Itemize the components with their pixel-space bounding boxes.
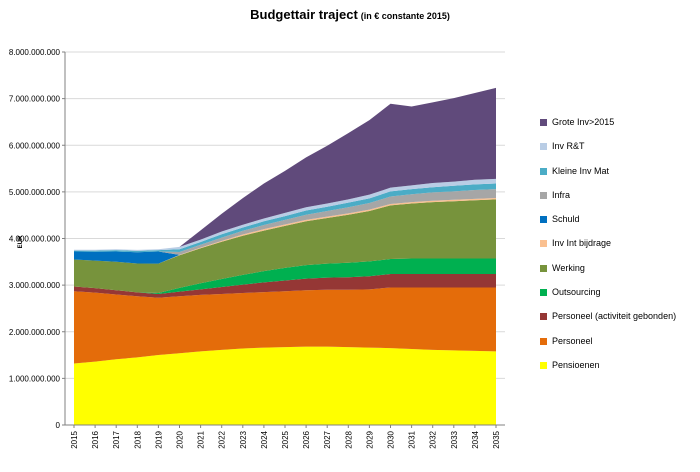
y-tick-label-8: 8.000.000.000 (9, 48, 61, 57)
x-tick-label-13: 2028 (344, 430, 353, 448)
x-tick-label-2: 2017 (112, 430, 121, 448)
chart-subtitle: (in € constante 2015) (360, 11, 450, 21)
x-tick-label-8: 2023 (239, 430, 248, 448)
legend-item-5: Inv Int bijdrage (540, 238, 700, 262)
legend-label-4: Schuld (552, 214, 580, 225)
x-tick-label-19: 2034 (471, 430, 480, 448)
legend-swatch-6 (540, 264, 547, 272)
legend-swatch-2 (540, 167, 547, 175)
x-tick-label-11: 2026 (302, 430, 311, 448)
legend-swatch-0 (540, 119, 547, 126)
legend-item-10: Pensioenen (540, 360, 700, 384)
x-tick-label-16: 2031 (408, 430, 417, 448)
legend-label-10: Pensioenen (552, 359, 600, 370)
y-tick-label-1: 1.000.000.000 (9, 374, 61, 383)
series-area-8 (74, 183, 496, 253)
legend-item-0: Grote Inv>2015 (540, 117, 700, 141)
chart-title: Budgettair traject (in € constante 2015) (0, 6, 700, 24)
legend-swatch-4 (540, 216, 547, 224)
legend-item-1: Inv R&T (540, 141, 700, 165)
legend-item-6: Werking (540, 263, 700, 287)
y-tick-label-3: 3.000.000.000 (9, 281, 61, 290)
legend-swatch-1 (540, 143, 547, 151)
chart-axes: 0 1.000.000.000 2.000.000.000 3.000.000.000… (9, 48, 505, 449)
x-tick-label-0: 2015 (70, 430, 79, 448)
series-area-0 (74, 346, 496, 425)
x-tick-label-18: 2033 (450, 430, 459, 448)
legend-item-8: Personeel (activiteit gebonden) (540, 311, 700, 335)
y-tick-label-0: 0 (56, 421, 61, 430)
legend-label-2: Kleine Inv Mat (552, 165, 610, 176)
legend-item-2: Kleine Inv Mat (540, 166, 700, 190)
legend-label-0: Grote Inv>2015 (552, 117, 615, 127)
y-tick-label-2: 2.000.000.000 (9, 328, 61, 337)
x-tick-label-9: 2024 (260, 430, 269, 448)
legend-swatch-5 (540, 240, 547, 248)
series-area-2 (74, 273, 496, 298)
legend-label-1: Inv R&T (552, 141, 585, 152)
legend-item-3: Infra (540, 190, 700, 214)
x-tick-label-6: 2021 (197, 430, 206, 448)
legend-label-9: Personeel (552, 335, 593, 346)
legend-swatch-7 (540, 289, 547, 297)
legend-swatch-8 (540, 313, 547, 321)
x-tick-label-14: 2029 (365, 430, 374, 448)
x-tick-label-17: 2032 (429, 430, 438, 448)
series-area-7 (74, 189, 496, 255)
legend-label-6: Werking (552, 262, 585, 273)
y-tick-label-5: 5.000.000.000 (9, 188, 61, 197)
chart-title-main: Budgettair traject (250, 7, 358, 22)
series-area-10 (74, 87, 496, 250)
chart-series-areas (74, 87, 496, 425)
x-tick-label-12: 2027 (323, 430, 332, 448)
x-tick-label-7: 2022 (218, 430, 227, 448)
series-area-1 (74, 287, 496, 364)
legend-swatch-9 (540, 337, 547, 345)
legend-label-3: Infra (552, 189, 571, 200)
x-tick-label-10: 2025 (281, 430, 290, 448)
legend-item-9: Personeel (540, 336, 700, 360)
legend-label-5: Inv Int bijdrage (552, 238, 612, 249)
x-tick-label-1: 2016 (91, 430, 100, 448)
y-tick-label-4: 4.000.000.000 (9, 235, 61, 244)
legend-swatch-10 (540, 361, 547, 369)
x-tick-label-3: 2018 (133, 430, 142, 448)
legend-item-7: Outsourcing (540, 287, 700, 311)
y-tick-label-6: 6.000.000.000 (9, 141, 61, 150)
x-tick-label-4: 2019 (154, 430, 163, 448)
legend-label-8: Personeel (activiteit gebonden) (552, 311, 677, 322)
legend-swatch-3 (540, 191, 547, 199)
chart-legend: Grote Inv>2015 Inv R&T Kleine Inv Mat Infra… (540, 117, 700, 384)
legend-label-7: Outsourcing (552, 287, 601, 298)
y-axis-label: EUR (18, 235, 24, 248)
x-tick-label-5: 2020 (176, 430, 185, 448)
legend-item-4: Schuld (540, 214, 700, 238)
x-tick-label-15: 2030 (387, 430, 396, 448)
series-area-6 (74, 197, 496, 264)
y-tick-label-7: 7.000.000.000 (9, 95, 61, 104)
series-area-4 (74, 199, 496, 294)
series-area-9 (74, 178, 496, 251)
series-area-3 (74, 258, 496, 294)
x-tick-label-20: 2035 (492, 430, 501, 448)
